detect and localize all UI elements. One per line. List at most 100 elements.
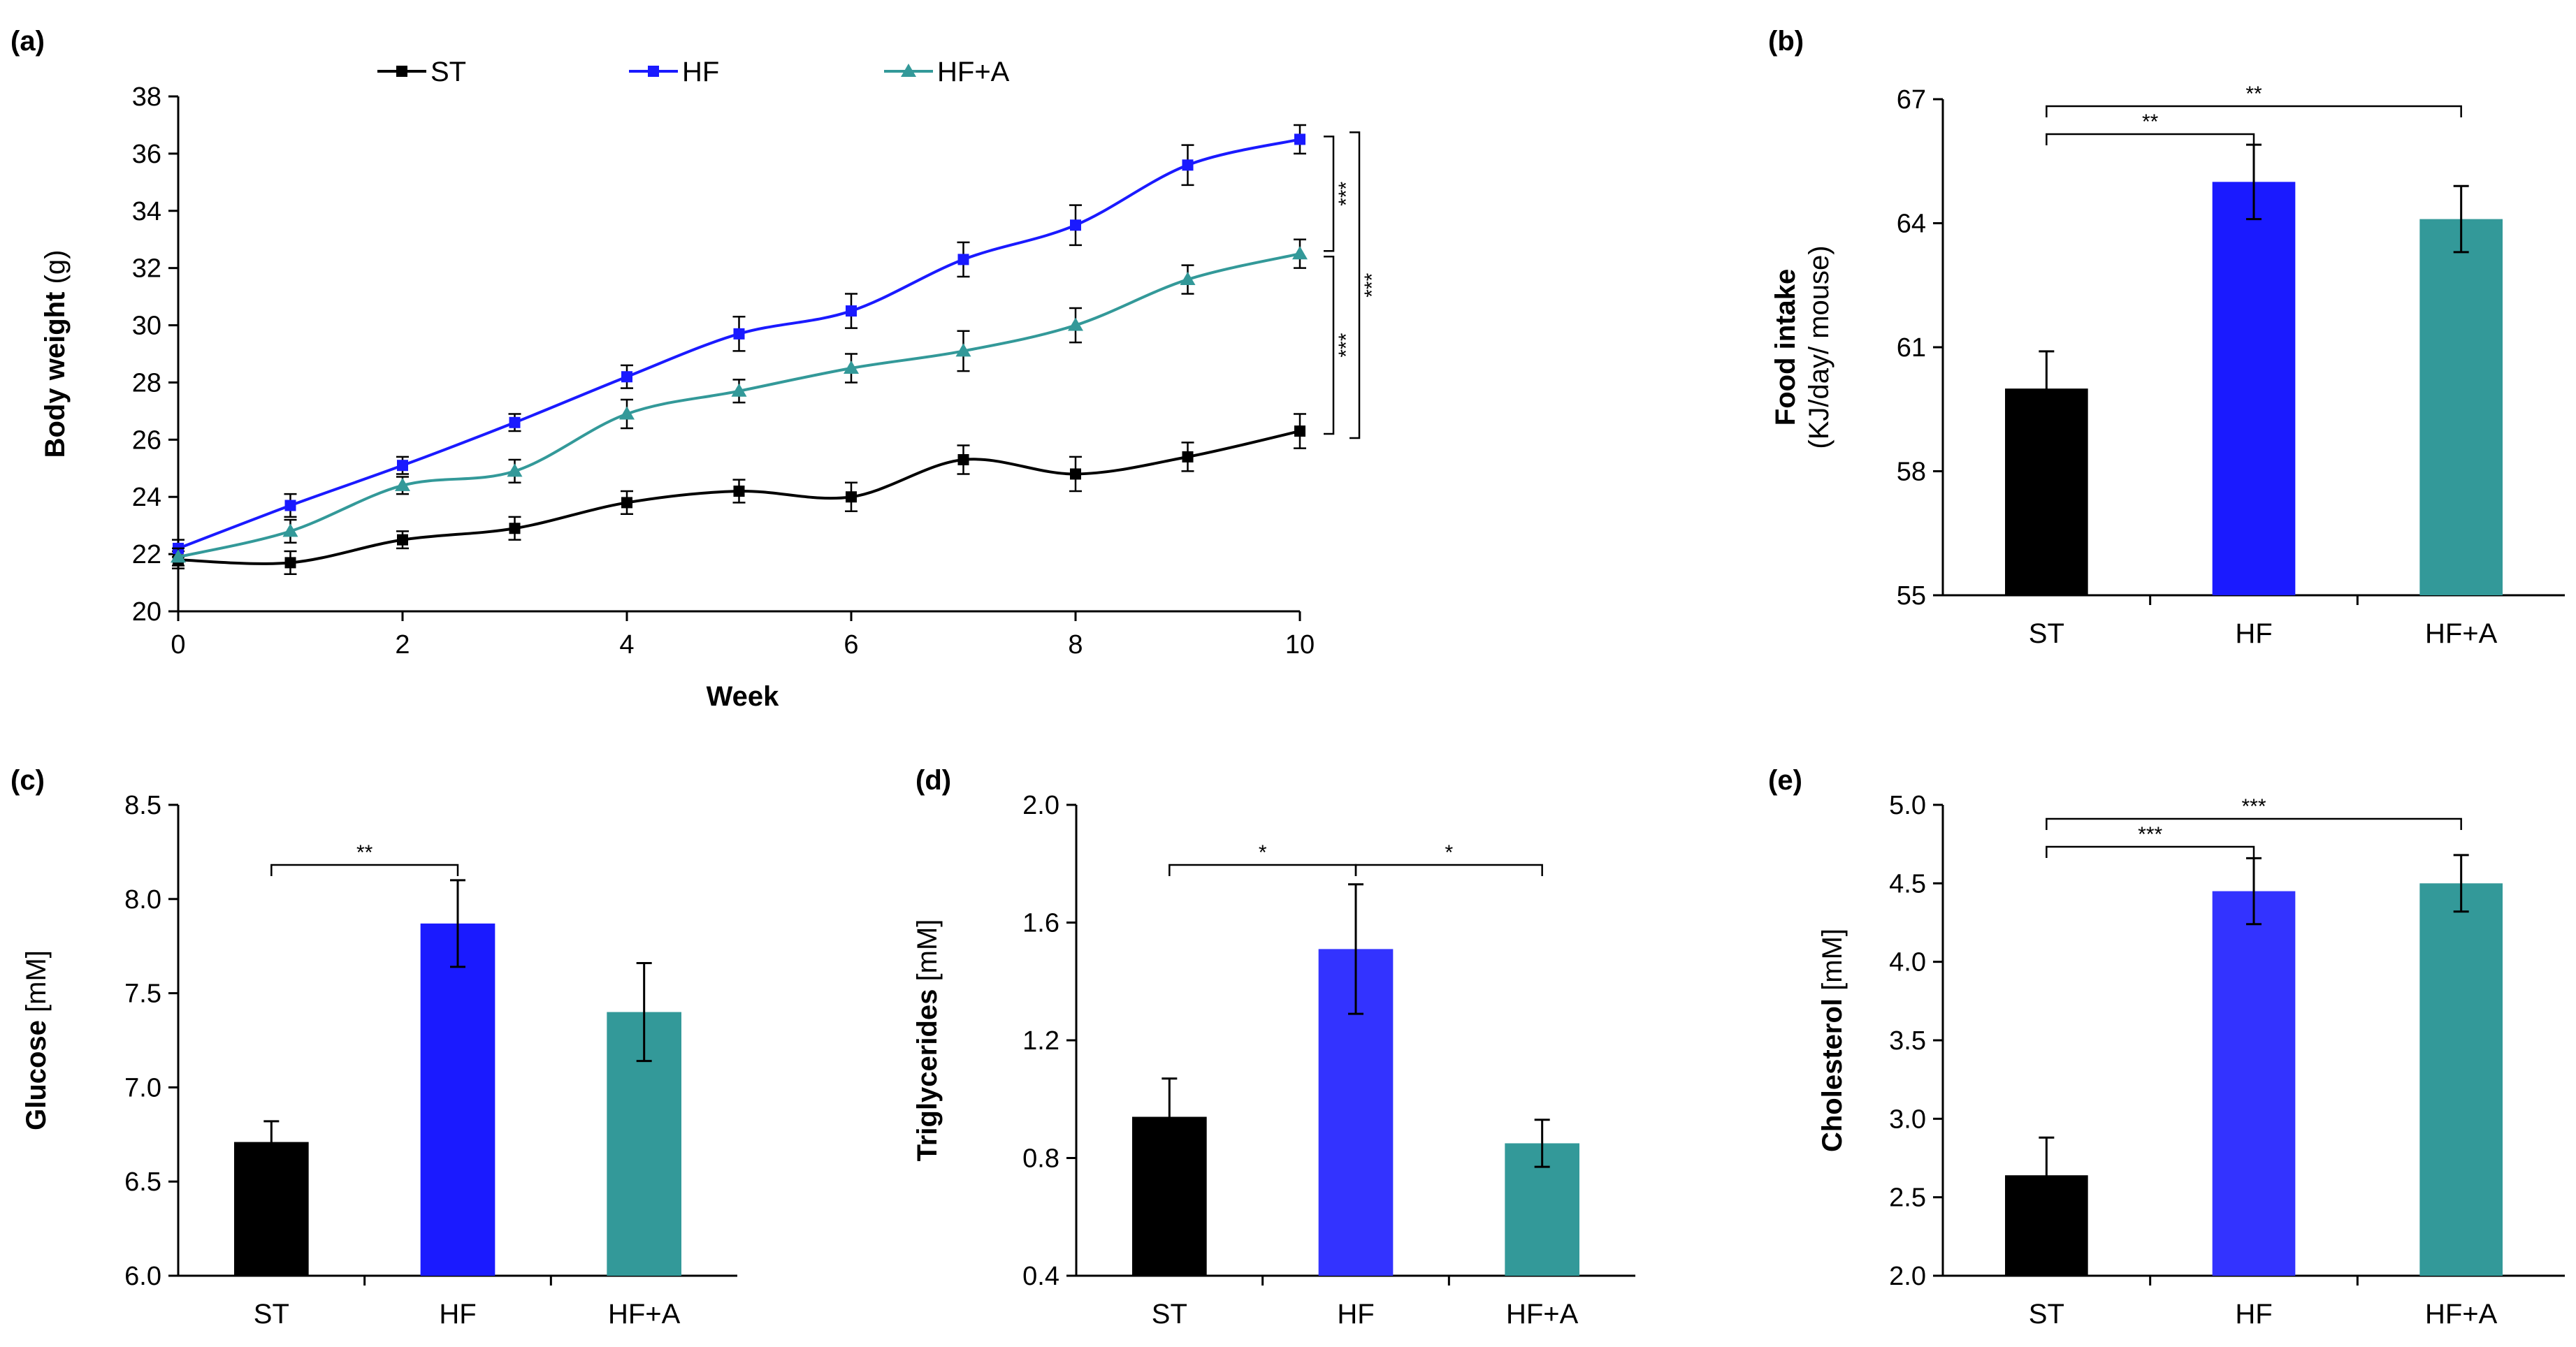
legend-marker [396,66,407,77]
y-axis-title-main: Triglycerides [912,989,943,1162]
y-tick-label: 2.5 [1889,1184,1926,1213]
data-point [733,486,745,497]
y-axis-title-unit: [mM] [1817,929,1848,998]
y-tick-label: 7.5 [124,980,161,1009]
y-axis-title: Food intake (KJ/day/ mouse) [1770,245,1835,449]
y-axis-title: Triglycerides [mM] [912,919,943,1162]
x-tick-label: 4 [619,630,634,660]
y-tick-label: 26 [132,425,161,455]
data-point [619,406,635,420]
y-tick-label: 4.5 [1889,869,1926,898]
y-tick-label: 58 [1897,458,1926,487]
y-tick-label: 55 [1897,581,1926,611]
data-point [1294,133,1305,145]
y-tick-label: 8.5 [124,791,161,820]
y-axis-title-unit: [mM] [912,919,943,989]
x-tick-label: 6 [844,630,858,660]
data-point [957,453,969,465]
legend-label: ST [430,57,466,87]
panel-label: (b) [1768,26,1804,57]
x-category-label: ST [2029,618,2064,649]
significance-bracket [1324,136,1335,252]
series-hf-a [171,238,1308,567]
significance-bracket [2046,133,2255,145]
bar-hf [420,923,495,1276]
bar-hf [2212,182,2296,595]
data-point [1294,425,1305,437]
data-point [1070,219,1081,231]
data-point [1182,159,1194,171]
significance-label: ** [2245,82,2262,105]
x-category-label: HF+A [608,1299,681,1330]
data-point [282,523,298,537]
series-hf [172,124,1306,558]
x-tick-label: 8 [1068,630,1083,660]
series-line [178,252,1301,559]
significance-label: * [1259,841,1267,864]
x-category-label: HF [2235,1299,2272,1330]
y-tick-label: 20 [132,597,161,627]
panel-c: (c) Glucose [mM] 6.0 6.5 7.0 7.5 8.0 8.5 ST HF HF+… [10,765,737,1330]
significance-bracket [2046,845,2255,858]
data-point [284,500,296,511]
significance-label: *** [1335,333,1358,357]
x-category-label: ST [2029,1299,2064,1330]
y-axis-title-main: Cholesterol [1817,998,1848,1152]
x-category-label: HF [2235,618,2272,649]
data-point [507,463,523,477]
y-axis-title: Body weight (g) [40,250,71,458]
y-tick-label: 64 [1897,210,1926,239]
data-point [957,254,969,265]
x-category-label: HF+A [1506,1299,1579,1330]
x-axis-title: Week [707,681,780,712]
y-tick-label: 3.5 [1889,1026,1926,1056]
significance-bracket [1324,255,1335,435]
x-tick-label: 10 [1285,630,1315,660]
y-tick-label: 5.0 [1889,791,1926,820]
data-point [1068,317,1083,331]
y-tick-label: 0.8 [1022,1144,1059,1174]
data-point [395,477,410,491]
bar-st [234,1142,309,1276]
data-point [1070,468,1081,480]
data-point [509,523,521,534]
y-tick-label: 6.0 [124,1262,161,1291]
y-tick-label: 24 [132,483,161,512]
data-point [846,305,857,317]
y-tick-label: 22 [132,540,161,569]
y-tick-label: 2.0 [1889,1262,1926,1291]
data-point [284,557,296,569]
y-tick-label: 7.0 [124,1073,161,1102]
y-tick-label: 30 [132,312,161,341]
panel-label: (a) [10,26,45,57]
y-axis-title-unit: [mM] [21,950,52,1020]
legend-entry: HF [629,57,719,87]
panel-d: (d) Triglycerides [mM] 0.4 0.8 1.2 1.6 2.0 ST HF… [912,765,1635,1330]
significance-label: ** [2142,110,2159,133]
y-axis-title-main: Body weight [40,292,71,458]
legend-label: HF [682,57,719,87]
legend-entry: ST [377,57,466,87]
significance-bracket [2046,105,2462,117]
data-point [844,360,859,374]
data-point [397,534,408,546]
data-point [621,371,632,383]
significance-label: *** [1335,181,1358,205]
data-point [733,328,745,340]
x-category-label: HF+A [2425,618,2498,649]
data-point [955,343,971,357]
significance-label: *** [2138,823,2162,846]
data-point [1292,246,1308,260]
data-point [1180,272,1196,286]
x-category-label: HF [1337,1299,1374,1330]
panel-label: (d) [916,765,951,796]
legend-entry: HF+A [884,57,1010,87]
series-st [172,413,1306,576]
y-tick-label: 4.0 [1889,948,1926,977]
significance-bracket [270,864,459,876]
data-point [397,460,408,472]
legend-marker [901,64,916,77]
significance-bracket [1349,131,1361,439]
data-point [1182,451,1194,463]
